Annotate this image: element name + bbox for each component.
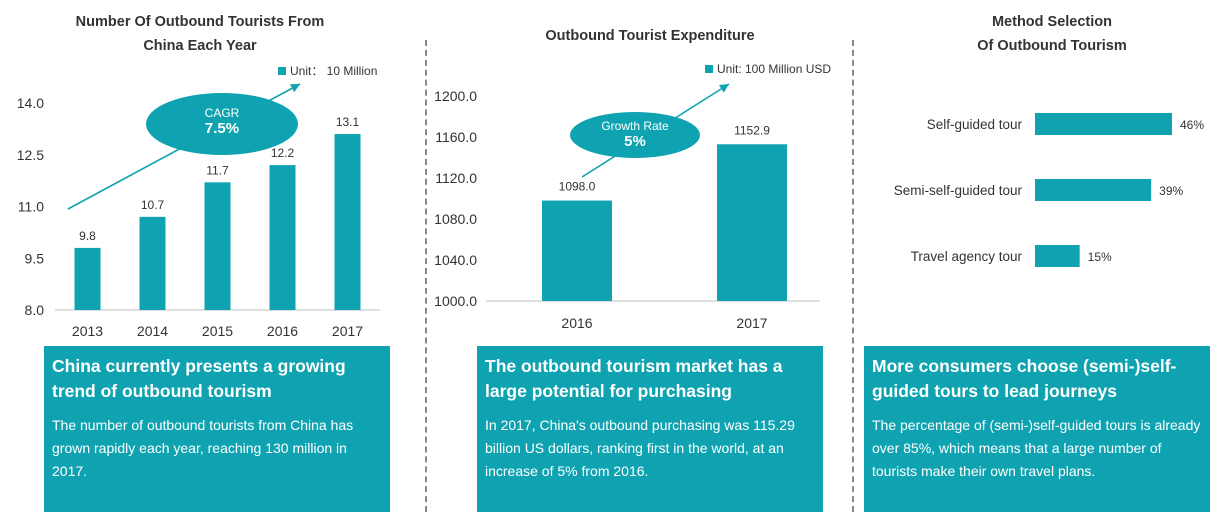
chart2-svg: 1000.0 1040.0 1080.0 1120.0 1160.0 1200.0 1098… (434, 83, 820, 331)
divider-1 (425, 40, 427, 512)
chart1-legend-label: Unit： 10 Million (290, 64, 378, 78)
category-label: Self-guided tour (927, 117, 1023, 132)
chart3-title-line2: Of Outbound Tourism (977, 38, 1127, 54)
bar (204, 182, 231, 310)
chart2-title: Outbound Tourist Expenditure (545, 28, 755, 44)
legend-swatch (278, 67, 286, 75)
bar (542, 200, 612, 301)
bar (139, 216, 166, 310)
chart3-title: Method Selection Of Outbound Tourism (930, 10, 1174, 58)
data-label: 12.2 (271, 146, 295, 160)
chart1-legend: Unit： 10 Million (278, 62, 377, 79)
legend-swatch (705, 65, 713, 73)
y-tick-label: 1040.0 (434, 252, 477, 268)
data-label: 39% (1159, 184, 1183, 198)
panel-expenditure: Outbound Tourist Expenditure Unit: 100 M… (434, 28, 831, 512)
trend-arrow-head (289, 84, 300, 93)
x-tick-label: 2017 (736, 315, 767, 331)
y-tick-label: 1080.0 (434, 211, 477, 227)
cagr-badge-value: 7.5% (204, 120, 240, 137)
chart1-title: Number Of Outbound Tourists From China E… (30, 10, 370, 58)
insight-box-3: More consumers choose (semi-)self-guided… (864, 346, 1210, 512)
insight-box-2-heading: The outbound tourism market has a large … (485, 356, 783, 401)
chart1-title-line2: China Each Year (143, 38, 257, 54)
growth-rate-badge: Growth Rate 5% (570, 112, 700, 158)
bar (1035, 113, 1172, 135)
chart1-title-line1: Number Of Outbound Tourists From (75, 14, 325, 30)
data-label: 1098.0 (559, 180, 596, 194)
data-label: 11.7 (206, 163, 229, 177)
insight-box-1: China currently presents a growing trend… (44, 346, 390, 512)
data-label: 46% (1180, 118, 1204, 132)
insight-box-1-body: The number of outbound tourists from Chi… (52, 417, 354, 479)
growth-rate-badge-label: Growth Rate (601, 119, 669, 133)
bar (717, 144, 787, 301)
insight-box-2-body: In 2017, China's outbound purchasing was… (485, 417, 795, 479)
chart3-title-line1: Method Selection (991, 14, 1113, 30)
x-tick-label: 2013 (72, 323, 103, 339)
insight-box-1-heading: China currently presents a growing trend… (52, 356, 346, 401)
category-label: Travel agency tour (911, 249, 1023, 264)
insight-box-3-heading: More consumers choose (semi-)self-guided… (872, 356, 1177, 401)
data-label: 13.1 (336, 115, 360, 129)
y-tick-label: 12.5 (17, 147, 44, 163)
cagr-badge: CAGR 7.5% (146, 93, 298, 155)
y-tick-label: 11.0 (18, 199, 44, 215)
y-tick-label: 1160.0 (435, 129, 477, 145)
bar (1035, 245, 1080, 267)
chart2-legend: Unit: 100 Million USD (705, 62, 831, 76)
bar (74, 247, 101, 310)
data-label: 9.8 (79, 229, 96, 243)
bar (269, 165, 296, 310)
chart2-legend-label: Unit: 100 Million USD (717, 62, 832, 76)
insight-box-3-body: The percentage of (semi-)self-guided tou… (872, 417, 1201, 479)
y-tick-label: 8.0 (25, 302, 45, 318)
trend-arrow-head (718, 84, 729, 93)
y-tick-label: 1000.0 (434, 293, 477, 309)
insight-box-2: The outbound tourism market has a large … (477, 346, 823, 512)
data-label: 15% (1088, 250, 1112, 264)
panel-outbound-tourists: Number Of Outbound Tourists From China E… (0, 0, 420, 512)
y-tick-label: 1120.0 (435, 170, 477, 186)
y-tick-label: 9.5 (25, 250, 45, 266)
y-tick-label: 14.0 (17, 95, 44, 111)
data-label: 1152.9 (734, 123, 770, 137)
cagr-badge-label: CAGR (204, 106, 240, 120)
bar (1035, 179, 1152, 201)
x-tick-label: 2016 (267, 323, 298, 339)
x-tick-label: 2014 (137, 323, 168, 339)
bar (334, 134, 361, 310)
chart3-svg: Self-guided tour 46% Semi-self-guided tour… (894, 113, 1204, 267)
x-tick-label: 2017 (332, 323, 363, 339)
category-label: Semi-self-guided tour (894, 183, 1023, 198)
divider-2 (852, 40, 854, 512)
x-tick-label: 2016 (561, 315, 592, 331)
x-tick-label: 2015 (202, 323, 233, 339)
data-label: 10.7 (141, 198, 165, 212)
y-tick-label: 1200.0 (434, 88, 477, 104)
growth-rate-badge-value: 5% (624, 133, 646, 150)
